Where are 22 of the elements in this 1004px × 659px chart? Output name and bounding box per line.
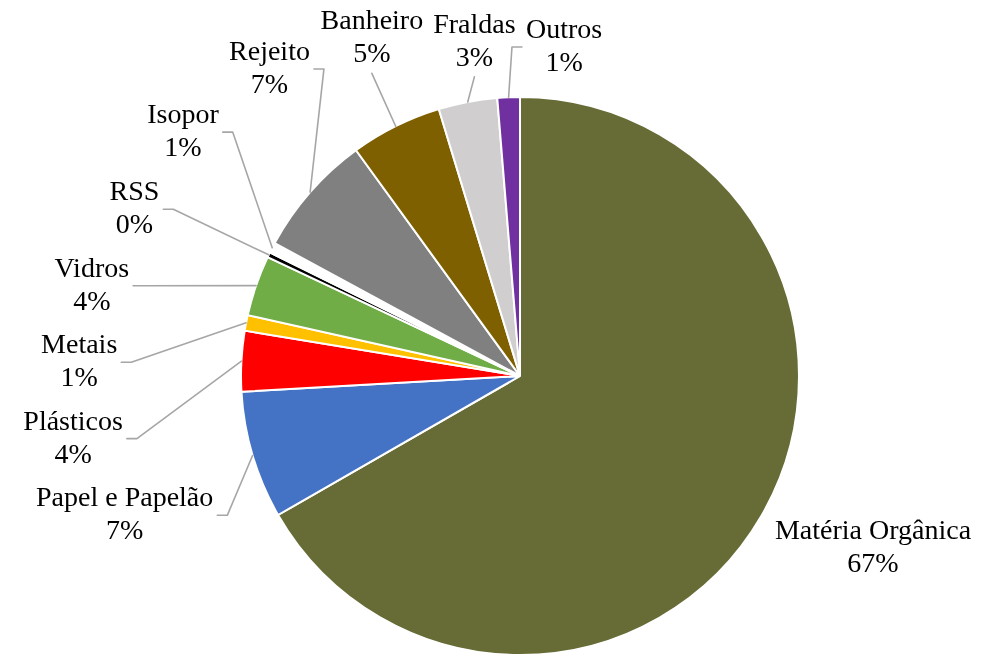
slice-label: Papel e Papelão [36,481,214,513]
slice-label: Outros [525,12,603,44]
slice-label: Plásticos [23,404,123,436]
data-label: 0% [115,208,154,240]
data-label: 5% [353,37,391,69]
data-label: 7% [106,514,144,546]
slice-label: Metais [41,328,118,360]
data-label: 67% [847,546,899,578]
data-label: 7% [250,67,289,99]
data-label: 1% [545,45,583,77]
slice-label: RSS [109,175,160,207]
data-label: 1% [60,361,98,393]
data-label: 1% [164,131,202,163]
slice-label: Fraldas [433,7,516,39]
slice-label: Banheiro [320,4,424,36]
data-label: 3% [455,40,494,72]
slice-label: Isopor [147,98,220,130]
slice-label: Rejeito [229,34,310,66]
slice-label: Matéria Orgânica [774,513,972,545]
slice-label: Vidros [54,251,130,283]
data-label: 4% [54,437,92,469]
data-label: 4% [73,284,111,316]
